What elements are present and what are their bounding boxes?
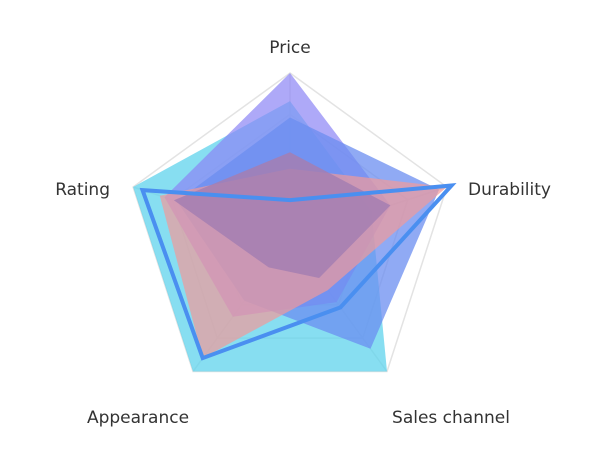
radar-axis-labels: Price Durability Sales channel Appearanc… (55, 38, 551, 428)
axis-label-sales-channel: Sales channel (392, 408, 510, 428)
axis-label-durability: Durability (468, 180, 551, 200)
radar-series (133, 73, 457, 372)
axis-label-price: Price (269, 38, 310, 58)
axis-label-appearance: Appearance (87, 408, 189, 428)
axis-label-rating: Rating (55, 180, 110, 200)
radar-series-5 (139, 183, 457, 361)
radar-series-4 (173, 152, 391, 278)
